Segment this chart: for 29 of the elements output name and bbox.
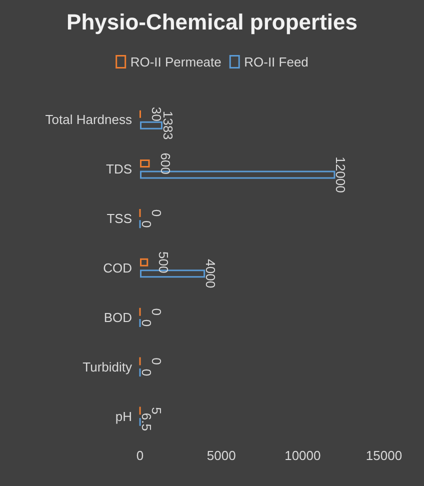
bar bbox=[140, 121, 162, 130]
x-tick-label: 15000 bbox=[366, 448, 402, 463]
data-label: 0 bbox=[148, 358, 164, 365]
y-tick-label: TSS bbox=[106, 211, 132, 226]
data-label: 12000 bbox=[333, 156, 348, 193]
y-tick-label: Total Hardness bbox=[45, 112, 132, 128]
y-tick-label: pH bbox=[115, 408, 132, 424]
data-label: 6.5 bbox=[138, 412, 154, 431]
x-tick-label: 5000 bbox=[206, 448, 236, 463]
data-label: 0 bbox=[148, 209, 164, 217]
legend-label: RO-II Feed bbox=[244, 54, 308, 70]
bar bbox=[140, 160, 150, 168]
data-label: 600 bbox=[158, 152, 173, 174]
y-tick-label: TDS bbox=[106, 162, 132, 177]
data-label: 0 bbox=[138, 220, 154, 228]
legend-label: RO-II Permeate bbox=[130, 54, 222, 70]
x-tick-label: 0 bbox=[136, 448, 144, 463]
y-tick-label: COD bbox=[103, 260, 132, 276]
data-label: 500 bbox=[156, 252, 172, 274]
data-label: 5 bbox=[148, 407, 164, 414]
data-label: 4000 bbox=[203, 259, 218, 288]
data-label: 0 bbox=[138, 319, 154, 327]
data-label: 0 bbox=[148, 308, 164, 316]
x-tick-label: 10000 bbox=[284, 448, 321, 463]
y-tick-label: BOD bbox=[104, 310, 132, 325]
chart-title: Physio-Chemical properties bbox=[66, 10, 358, 34]
bar bbox=[140, 258, 148, 266]
data-label: 0 bbox=[138, 368, 154, 376]
y-tick-label: Turbidity bbox=[82, 359, 132, 374]
